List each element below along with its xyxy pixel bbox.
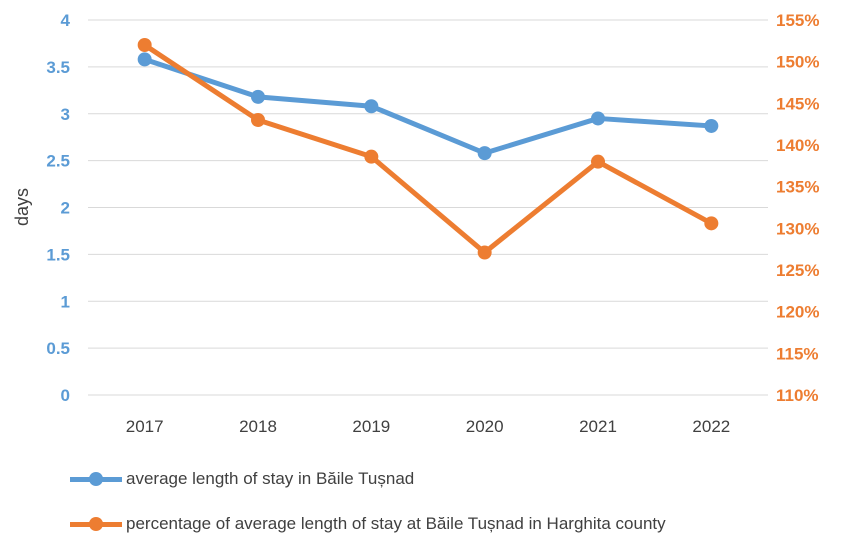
legend-label-series-2: percentage of average length of stay at … [126, 514, 666, 533]
data-point-series-2 [704, 216, 719, 231]
right-y-tick-label: 120% [776, 303, 819, 322]
legend-swatch-series-2 [70, 517, 122, 531]
data-point-series-1 [364, 99, 379, 114]
right-y-tick-label: 130% [776, 219, 819, 238]
data-point-series-1 [137, 52, 152, 67]
x-tick-label: 2019 [352, 417, 390, 436]
left-y-tick-label: 4 [61, 11, 71, 30]
x-tick-label: 2017 [126, 417, 164, 436]
right-y-axis-ticks: 110% 115% 120% 125% 130% 135% 140% 145% 150% 155% [776, 11, 819, 405]
right-y-tick-label: 145% [776, 94, 819, 113]
data-point-series-1 [477, 146, 492, 161]
left-y-tick-label: 2.5 [46, 152, 70, 171]
data-point-series-2 [364, 149, 379, 164]
data-point-series-2 [137, 38, 152, 52]
data-point-series-2 [477, 245, 492, 260]
data-point-series-1 [251, 89, 265, 104]
x-tick-label: 2018 [239, 417, 277, 436]
x-tick-label: 2022 [692, 417, 730, 436]
right-y-tick-label: 125% [776, 261, 819, 280]
right-y-tick-label: 135% [776, 178, 819, 197]
legend-swatch-series-1 [70, 472, 122, 486]
x-axis-ticks: 2017 2018 2019 2020 2021 2022 [126, 417, 730, 436]
left-y-tick-label: 0.5 [46, 339, 70, 358]
left-y-tick-label: 3.5 [46, 58, 70, 77]
right-y-tick-label: 115% [776, 344, 819, 363]
left-y-tick-label: 0 [61, 386, 70, 405]
right-y-tick-label: 155% [776, 11, 819, 30]
legend-label-series-1: average length of stay in Băile Tușnad [126, 469, 415, 488]
y-axis-label: days [12, 188, 32, 226]
left-y-axis-ticks: 0 0.5 1 1.5 2 2.5 3 3.5 4 [46, 11, 70, 405]
x-tick-label: 2020 [466, 417, 504, 436]
data-point-series-2 [251, 113, 265, 127]
series-line-1 [142, 56, 714, 156]
data-point-series-1 [591, 111, 605, 126]
series-line-2 [142, 42, 714, 255]
x-tick-label: 2021 [579, 417, 617, 436]
left-y-tick-label: 2 [61, 199, 70, 218]
left-y-tick-label: 1.5 [46, 245, 70, 264]
left-y-tick-label: 1 [61, 292, 70, 311]
data-point-series-1 [704, 118, 719, 133]
right-y-tick-label: 140% [776, 136, 819, 155]
right-y-tick-label: 150% [776, 53, 819, 72]
legend-item-series-1: average length of stay in Băile Tușnad [70, 469, 414, 489]
data-point-series-2 [591, 154, 605, 169]
left-y-tick-label: 3 [61, 105, 70, 124]
right-y-tick-label: 110% [776, 386, 819, 405]
legend-item-series-2: percentage of average length of stay at … [70, 514, 666, 534]
series-layer [137, 38, 719, 260]
